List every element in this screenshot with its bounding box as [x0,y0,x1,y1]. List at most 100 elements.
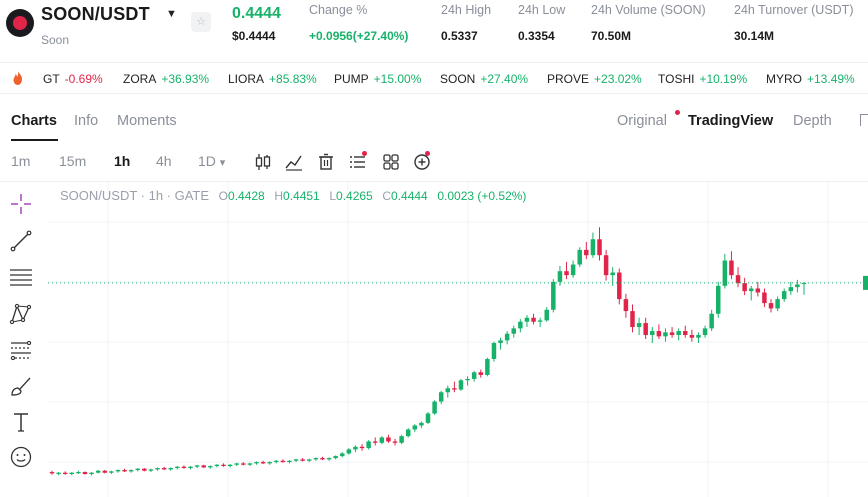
legend-low: 0.4265 [336,189,373,203]
stat-24h-high: 24h High 0.5337 [441,3,491,43]
candlestick-icon[interactable] [253,152,273,172]
grid-icon[interactable] [381,152,401,172]
fullscreen-icon[interactable] [860,114,868,126]
chevron-down-icon: ▾ [219,157,226,169]
timeframe-1h[interactable]: 1h [114,153,131,169]
candle-body [175,466,180,469]
candle-body [504,333,510,341]
stat-24h-low: 24h Low 0.3354 [518,3,565,43]
candle-body [735,275,741,284]
candle-body [683,331,688,336]
ticker-item-toshi[interactable]: TOSHI +10.19% [658,72,747,86]
emoji-icon[interactable] [9,445,33,469]
candle-body [603,255,609,276]
candle-body [168,468,173,470]
ticker-symbol: ZORA [123,72,157,86]
stat-value: 0.3354 [518,29,555,43]
legend-close-label: C [382,189,392,203]
stat-label: Change % [309,3,368,17]
candles [49,227,807,476]
text-icon[interactable] [9,410,33,434]
candle-body [333,456,338,459]
ticker-item-pump[interactable]: PUMP +15.00% [334,72,421,86]
ticker-item-myro[interactable]: MYRO +13.49% [766,72,855,86]
timeframe-4h[interactable]: 4h [156,153,172,169]
add-indicator-icon[interactable] [412,152,432,172]
view-original[interactable]: Original [617,113,667,129]
candle-body [49,472,55,474]
pattern-icon[interactable] [9,302,33,326]
candle-body [62,472,68,475]
notification-dot [362,151,367,156]
candle-body [419,422,424,426]
timeframe-1m[interactable]: 1m [11,153,31,169]
ticker-item-gt[interactable]: GT -0.69% [43,72,103,86]
ticker-item-soon[interactable]: SOON +27.40% [440,72,528,86]
pair-title[interactable]: SOON/USDT [41,4,150,24]
legend-high: 0.4451 [283,189,320,203]
candle-body [353,446,358,450]
candle-body [181,466,187,469]
candle-body [280,460,286,463]
candle-body [254,462,259,464]
trendline-icon[interactable] [9,229,33,253]
stat-value: 0.5337 [441,29,478,43]
ticker-item-liora[interactable]: LIORA +85.83% [228,72,317,86]
candle-body [663,332,668,337]
candle-body [412,425,418,430]
stat-value: 30.14M [734,29,775,43]
timeframe-15m[interactable]: 15m [59,153,87,169]
fib-icon[interactable] [9,338,33,362]
candle-body [267,462,272,464]
ticker-item-zora[interactable]: ZORA +36.93% [123,72,209,86]
chevron-down-icon[interactable]: ▼ [166,8,177,20]
candle-body [485,358,490,375]
candle-body [128,470,134,472]
tab-moments[interactable]: Moments [117,113,177,129]
brush-icon[interactable] [9,374,33,398]
view-tradingview[interactable]: TradingView [688,113,774,129]
ticker-change: +85.83% [269,72,317,86]
chart-legend: SOON/USDT · 1h · GATE O0.4428 H0.4451 L0… [60,188,526,203]
horizontal-lines-icon[interactable] [9,265,33,289]
candle-body [801,282,807,285]
stat-label: 24h High [441,3,492,17]
ticker-symbol: PROVE [547,72,590,86]
candle-body [359,446,365,449]
candle-body [557,271,563,282]
candle-body [320,458,325,460]
view-depth[interactable]: Depth [793,113,832,129]
list-icon[interactable] [348,152,368,172]
legend-low-label: L [329,189,337,203]
candle-body [709,313,714,329]
candle-body [386,437,391,442]
crosshair-icon[interactable] [9,192,33,216]
candlestick-chart[interactable] [48,182,868,497]
candle-body [56,472,61,474]
candle-body [188,466,193,469]
candle-body [465,378,470,381]
stat-label: 24h Volume (SOON) [591,3,706,17]
ticker-item-prove[interactable]: PROVE +23.02% [547,72,642,86]
stat-24h-turnover: 24h Turnover (USDT) 30.14M [734,3,853,43]
tab-charts[interactable]: Charts [11,113,57,129]
indicator-icon[interactable] [284,152,304,172]
ticker-change: -0.69% [64,72,103,86]
candle-body [201,465,206,468]
candle-body [590,239,596,256]
candle-body [531,317,536,322]
candle-body [716,285,721,314]
chart-grid [48,182,868,497]
candle-body [597,239,602,256]
trash-icon[interactable] [316,152,336,172]
ticker-change: +36.93% [161,72,210,86]
star-icon[interactable]: ☆ [191,12,211,32]
ticker-change: +27.40% [480,72,529,86]
candle-body [570,264,576,276]
candle-body [577,249,582,265]
candle-body [438,392,444,402]
candle-body [748,288,754,292]
stat-value: +0.0956(+27.40%) [309,29,409,43]
tab-info[interactable]: Info [74,113,99,129]
timeframe-1d[interactable]: 1D ▾ [198,153,225,169]
